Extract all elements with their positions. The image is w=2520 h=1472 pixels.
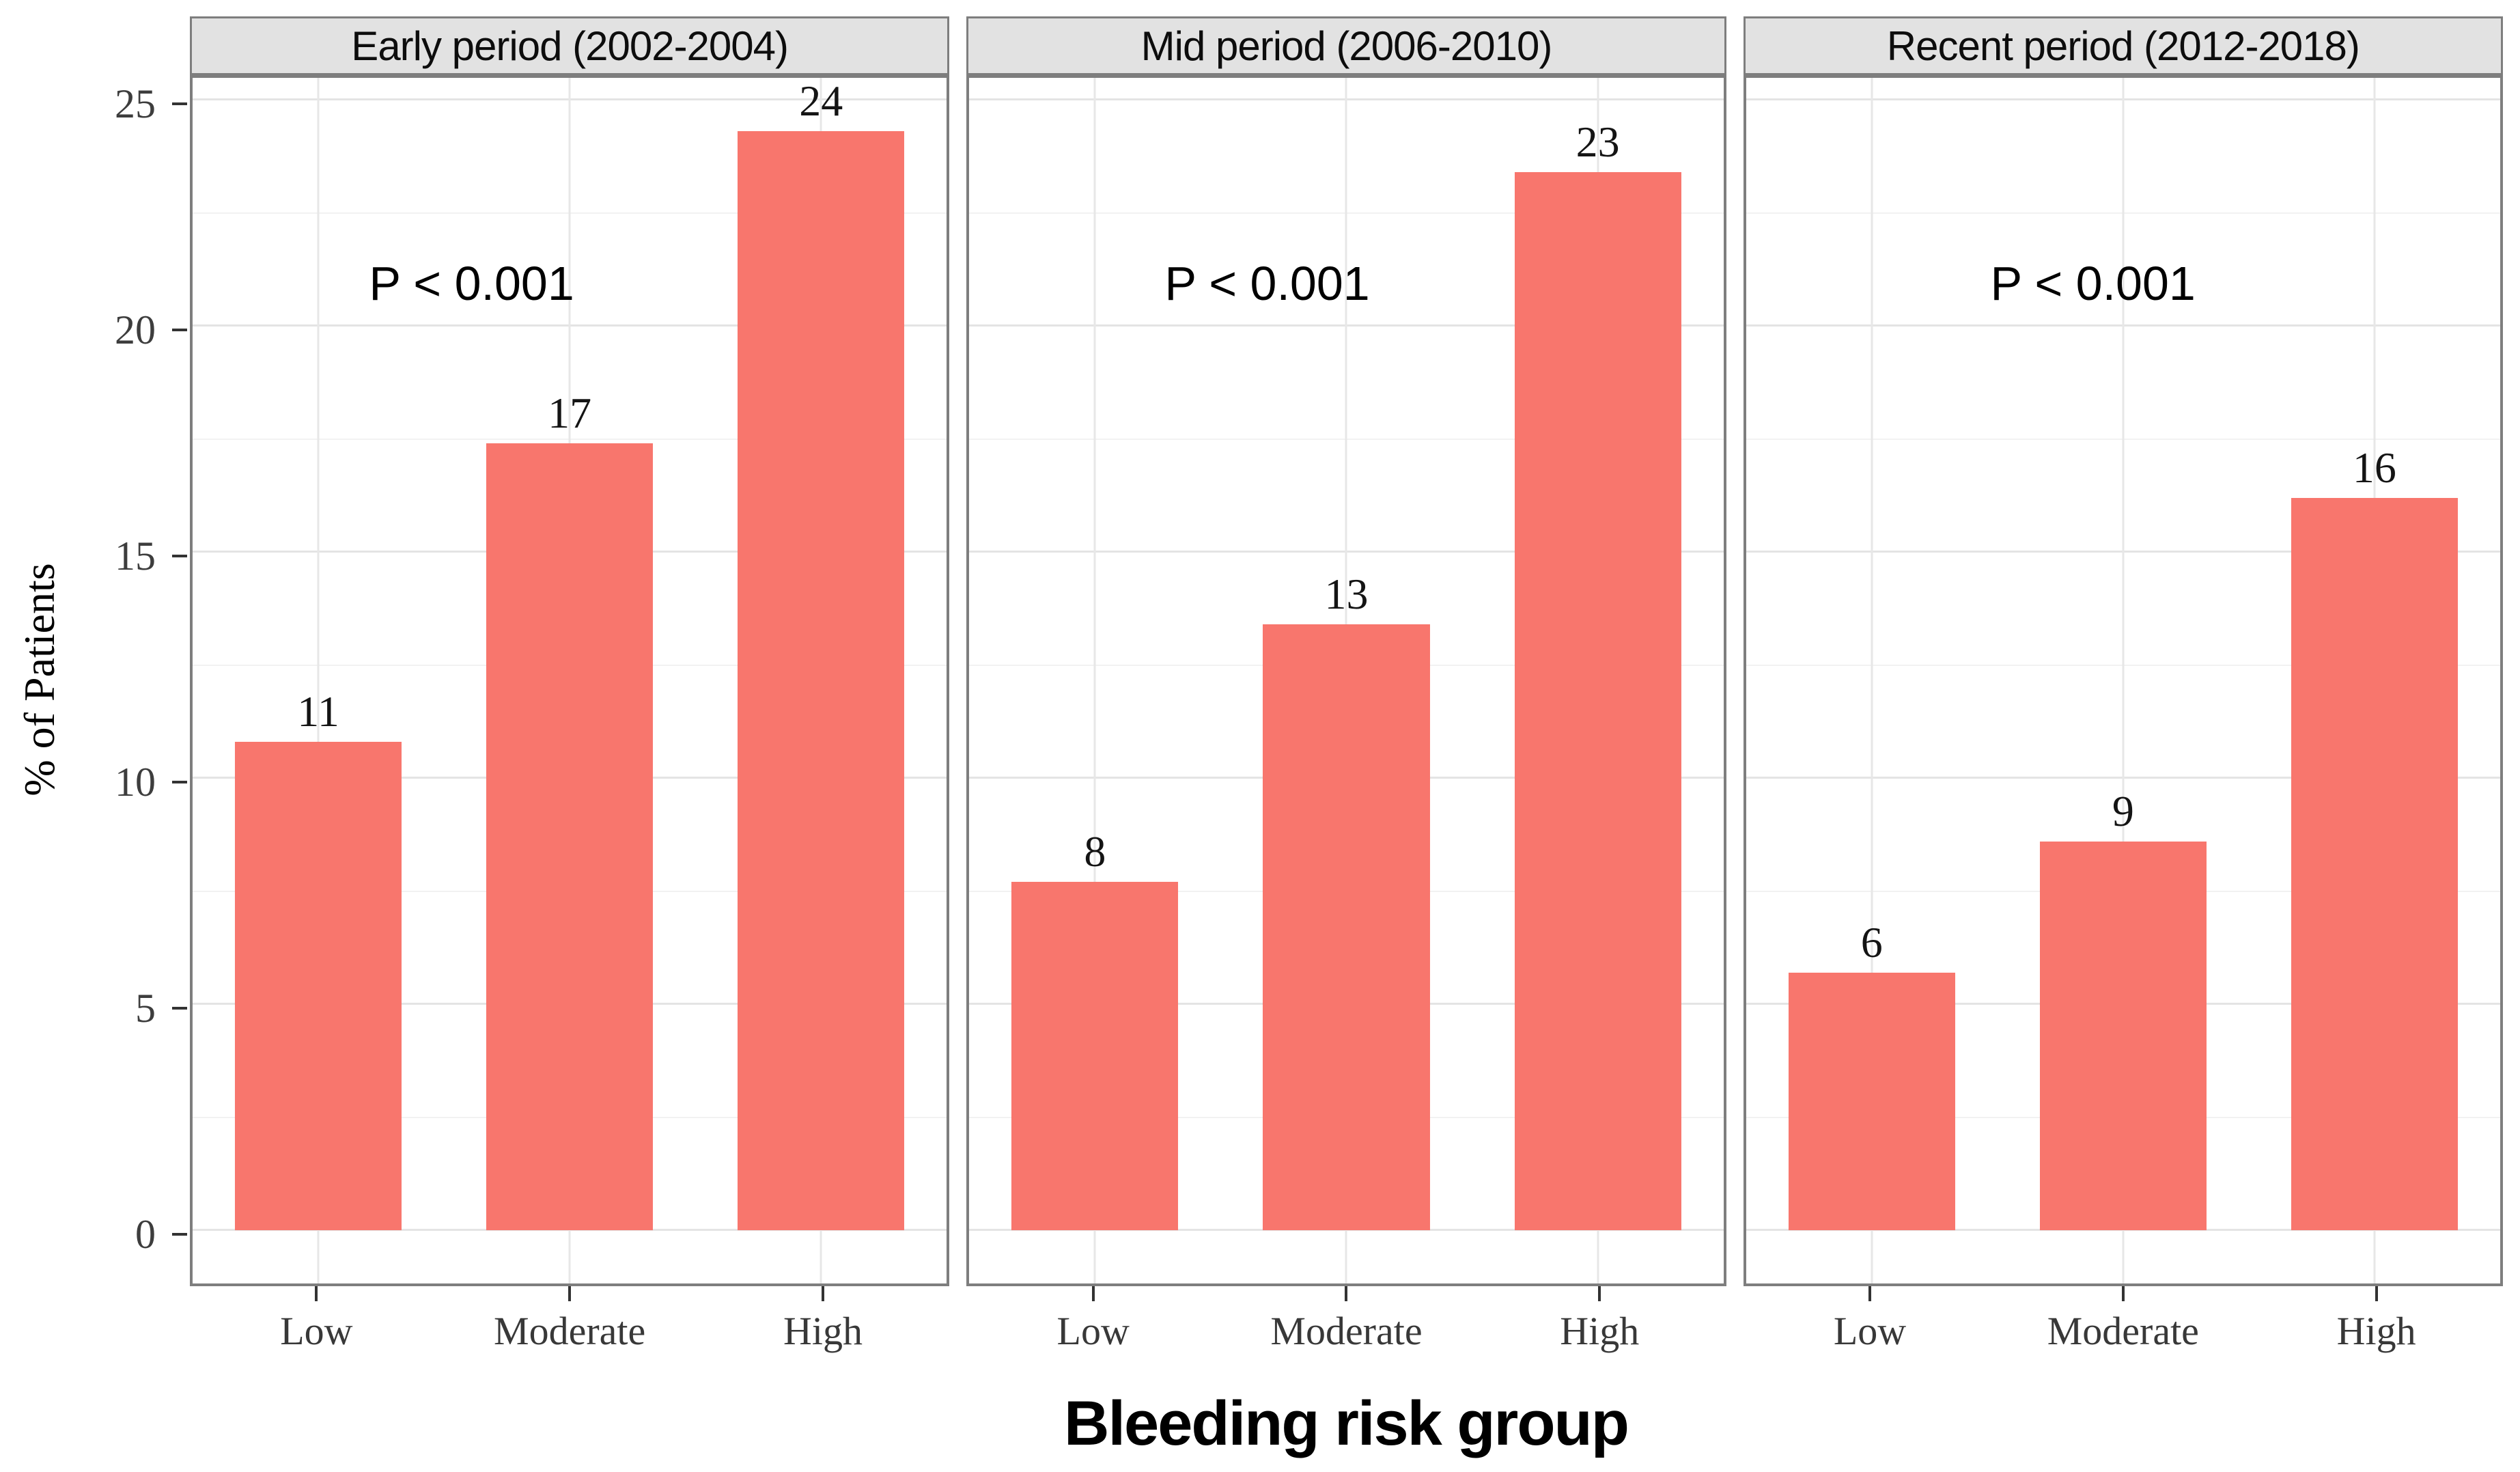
bar	[486, 443, 654, 1230]
x-tick-mark	[1345, 1286, 1348, 1301]
x-tick-label: Moderate	[494, 1309, 646, 1353]
gridline-major-v	[2122, 78, 2125, 1283]
y-tick-label: 15	[115, 533, 156, 579]
x-tick-mark	[2121, 1286, 2125, 1301]
bar	[1011, 882, 1179, 1230]
p-value-annotation: P < 0.001	[369, 257, 574, 311]
x-tick-mark	[1091, 1286, 1095, 1301]
bar	[235, 742, 402, 1230]
bar	[1788, 972, 1955, 1230]
bar	[1514, 171, 1681, 1230]
facet: Recent period (2012-2018) 6 9 16 P < 0.001 Lo…	[1743, 16, 2503, 1375]
x-tick-label: High	[2336, 1309, 2416, 1353]
bar-value-label: 13	[1324, 569, 1369, 618]
x-tick-label: Moderate	[2047, 1309, 2199, 1353]
x-tick-mark	[1868, 1286, 1872, 1301]
bar-value-label: 23	[1576, 117, 1620, 166]
x-axis-ticks: Low Moderate High	[966, 1286, 1726, 1375]
y-axis: 0 5 10 15 20 25	[0, 77, 190, 1288]
y-tick-mark	[172, 1007, 187, 1010]
y-tick-mark	[172, 102, 187, 105]
x-tick-mark	[821, 1286, 824, 1301]
x-tick-label: High	[783, 1309, 863, 1353]
bar	[1263, 624, 1430, 1230]
facet: Early period (2002-2004) 11 17 24 P < 0.001 L…	[190, 16, 950, 1375]
x-tick-mark	[1598, 1286, 1601, 1301]
bar-value-label: 9	[2112, 786, 2134, 835]
p-value-annotation: P < 0.001	[1990, 257, 2196, 311]
x-tick-label: High	[1560, 1309, 1640, 1353]
y-tick-mark	[172, 781, 187, 783]
gridline-major-v	[1871, 78, 1873, 1283]
facet-panel: 6 9 16 P < 0.001	[1743, 75, 2503, 1286]
bar-value-label: 17	[548, 389, 592, 438]
x-axis-ticks: Low Moderate High	[1744, 1286, 2503, 1375]
y-tick-mark	[172, 329, 187, 331]
x-axis-title: Bleeding risk group	[1064, 1389, 1629, 1458]
x-tick-mark	[568, 1286, 572, 1301]
x-tick-label: Low	[1056, 1309, 1130, 1353]
facet-panel: 11 17 24 P < 0.001	[190, 75, 950, 1286]
y-tick-label: 20	[115, 307, 156, 352]
y-tick-label: 5	[135, 986, 156, 1031]
bar-value-label: 16	[2352, 443, 2396, 492]
x-tick-label: Moderate	[1270, 1309, 1423, 1353]
bar-value-label: 8	[1084, 827, 1106, 876]
x-tick-label: Low	[1833, 1309, 1907, 1353]
gridline-major-v	[317, 78, 320, 1283]
y-tick-mark	[172, 1233, 187, 1236]
bar-value-label: 6	[1860, 917, 1883, 967]
x-tick-mark	[315, 1286, 318, 1301]
y-tick-label: 10	[115, 760, 156, 805]
facet-strip-header: Mid period (2006-2010)	[966, 16, 1726, 75]
facet-row: Early period (2002-2004) 11 17 24 P < 0.001 L…	[190, 16, 2503, 1375]
x-axis-ticks: Low Moderate High	[190, 1286, 949, 1375]
bar-value-label: 11	[297, 687, 339, 736]
bar	[2039, 841, 2207, 1230]
bar	[738, 131, 905, 1230]
y-tick-label: 0	[135, 1212, 156, 1257]
gridline-major-v	[1093, 78, 1096, 1283]
facet-strip-header: Early period (2002-2004)	[190, 16, 950, 75]
bar-value-label: 24	[799, 77, 843, 126]
facet-strip-header: Recent period (2012-2018)	[1743, 16, 2503, 75]
y-tick-mark	[172, 555, 187, 557]
x-tick-mark	[2375, 1286, 2378, 1301]
p-value-annotation: P < 0.001	[1164, 257, 1370, 311]
facet-panel: 8 13 23 P < 0.001	[966, 75, 1726, 1286]
x-tick-label: Low	[280, 1309, 353, 1353]
y-tick-label: 25	[115, 81, 156, 126]
facet: Mid period (2006-2010) 8 13 23 P < 0.001 Low M…	[966, 16, 1726, 1375]
bar	[2291, 497, 2458, 1230]
